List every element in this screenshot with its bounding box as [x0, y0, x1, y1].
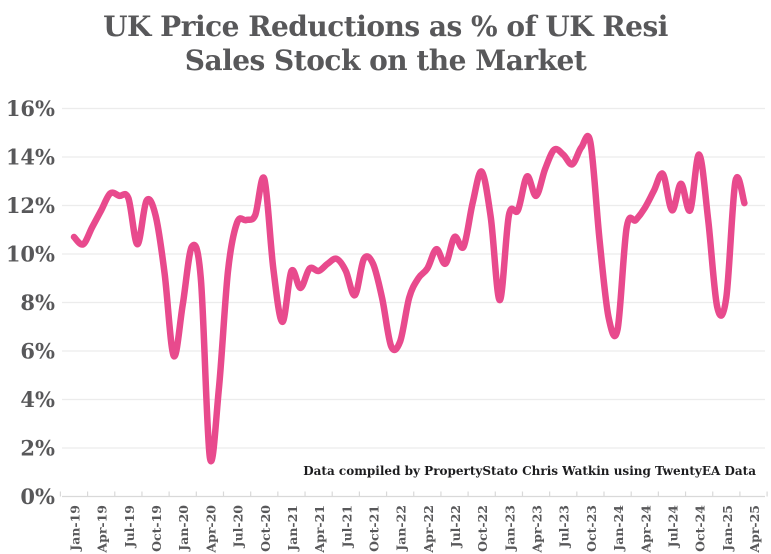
- y-axis-tick-label: 16%: [6, 96, 55, 121]
- x-axis-tick-label: Jan-24: [611, 505, 626, 552]
- x-axis-tick-label: Oct-24: [693, 505, 708, 552]
- x-axis-tick-label: Jan-23: [502, 505, 517, 552]
- x-axis-tick-label: Jul-21: [339, 505, 354, 548]
- y-axis-tick-label: 12%: [6, 193, 55, 218]
- y-axis-tick-label: 4%: [20, 387, 55, 412]
- data-credit-annotation: Data compiled by PropertyStato Chris Wat…: [303, 464, 756, 478]
- chart-title: UK Price Reductions as % of UK Resi Sale…: [0, 10, 771, 78]
- y-axis-tick-label: 8%: [20, 290, 55, 315]
- x-axis-tick-label: Jan-20: [176, 505, 191, 552]
- x-axis-tick-label: Jul-22: [448, 505, 463, 548]
- y-axis-tick-label: 14%: [6, 145, 55, 170]
- x-axis-tick-label: Oct-22: [475, 505, 490, 552]
- x-axis-tick-label: Jan-22: [394, 505, 409, 552]
- x-axis-tick-label: Oct-19: [149, 505, 164, 552]
- x-axis-tick-label: Apr-20: [203, 505, 218, 554]
- x-axis-tick-label: Apr-23: [530, 505, 545, 554]
- x-axis-tick-label: Apr-19: [95, 505, 110, 554]
- x-axis-tick-label: Jul-24: [665, 505, 680, 549]
- y-axis-tick-label: 6%: [20, 339, 55, 364]
- x-axis-tick-label: Apr-21: [312, 505, 327, 554]
- x-axis-tick-label: Jan-21: [285, 505, 300, 552]
- x-axis-tick-label: Apr-25: [747, 505, 762, 554]
- x-axis-tick-label: Apr-22: [421, 505, 436, 554]
- chart-title-line-1: UK Price Reductions as % of UK Resi: [103, 10, 668, 43]
- x-axis-tick-label: Oct-23: [584, 505, 599, 552]
- x-axis-tick-label: Apr-24: [638, 505, 653, 554]
- y-axis-tick-label: 0%: [20, 484, 55, 509]
- series-line-price-reductions: [70, 132, 748, 465]
- x-axis-tick-label: Jan-19: [68, 505, 83, 552]
- x-axis-tick-label: Jul-20: [231, 505, 246, 549]
- y-axis-tick-label: 10%: [6, 242, 55, 267]
- chart-title-line-2: Sales Stock on the Market: [184, 44, 587, 78]
- x-axis-tick-label: Jan-25: [720, 505, 735, 552]
- x-axis-tick-label: Jul-19: [122, 505, 137, 548]
- x-axis-tick-label: Jul-23: [557, 505, 572, 548]
- x-axis-tick-label: Oct-20: [258, 505, 273, 552]
- x-axis-tick-label: Oct-21: [366, 505, 381, 552]
- y-axis-tick-label: 2%: [20, 436, 55, 461]
